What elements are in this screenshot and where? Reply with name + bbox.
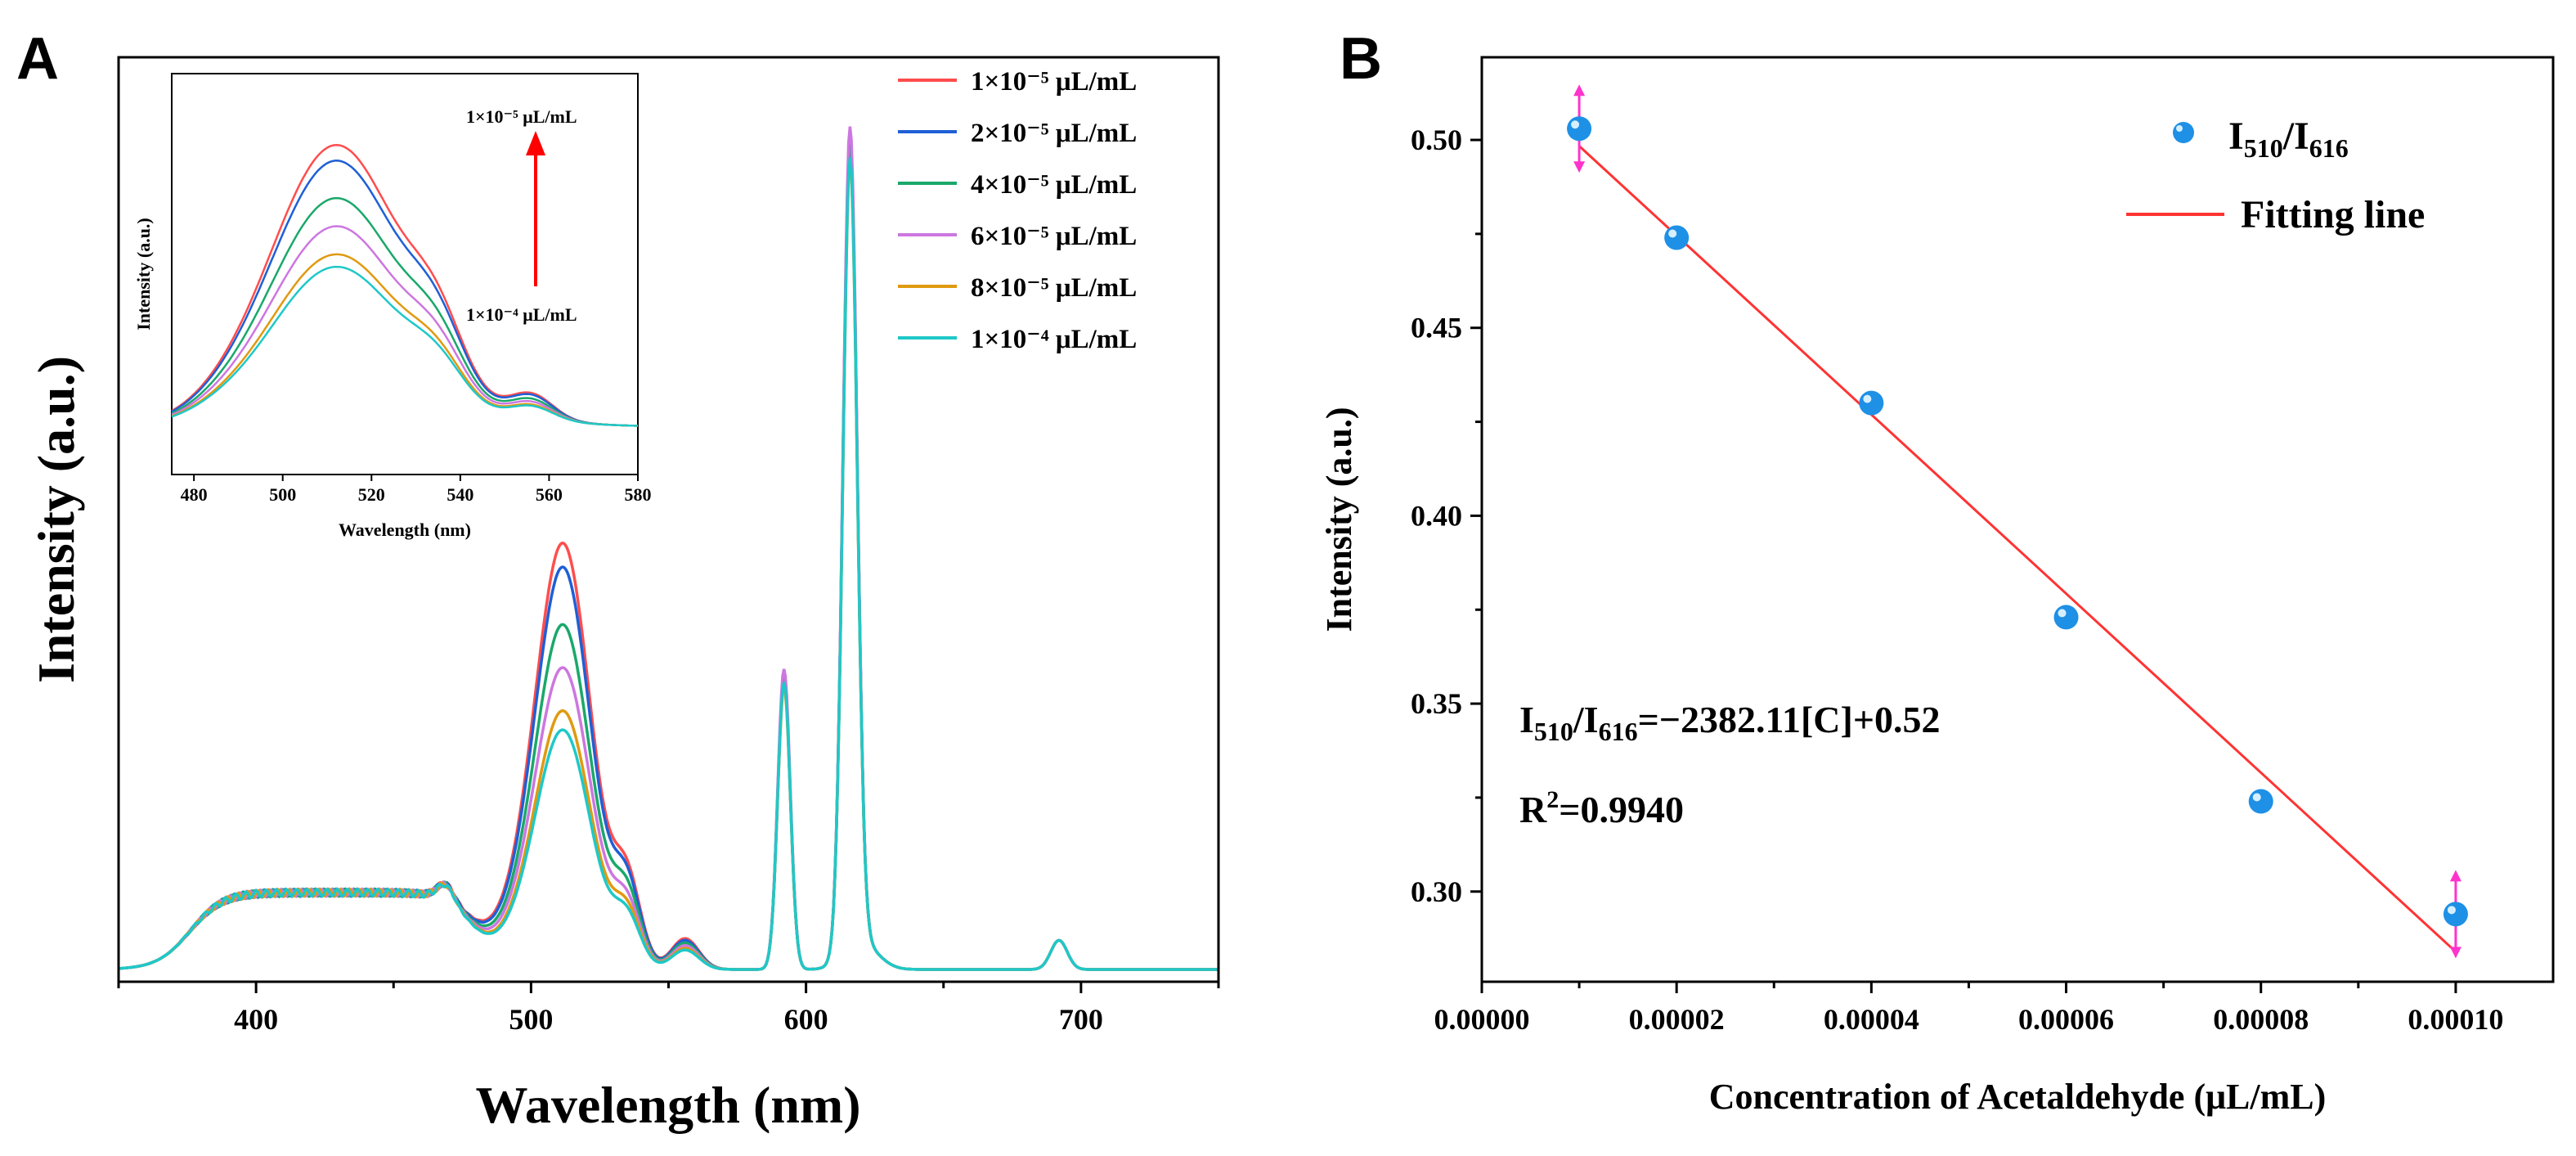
error-cap-top: [2449, 870, 2462, 882]
y-tick-label: 0.30: [1411, 875, 1462, 908]
error-cap-bottom: [2449, 947, 2462, 959]
x-tick-label: 0.00002: [1629, 1003, 1725, 1036]
error-cap-bottom: [1573, 161, 1586, 173]
panel-b-ticks: 0.00000 0.00002 0.00004 0.00006 0.00008 0.000…: [1411, 124, 2503, 1036]
x-tick-label: 700: [1059, 1003, 1103, 1036]
inset-spectrum-line: [171, 160, 639, 427]
legend-label: 8×10⁻⁵ μL/mL: [971, 273, 1137, 303]
inset-tick-label: 560: [536, 484, 563, 505]
y-tick-label: 0.50: [1411, 124, 1462, 156]
inset-spectrum-line: [171, 225, 639, 427]
error-cap-top: [1573, 84, 1586, 97]
inset-x-ticks: 480 500 520 540 560 580: [181, 475, 652, 505]
panel-a-legend: 1×10⁻⁵ μL/mL 2×10⁻⁵ μL/mL 4×10⁻⁵ μL/mL 6×10…: [898, 67, 1137, 354]
y-tick-label: 0.45: [1411, 312, 1462, 344]
panel-a-y-axis-title: Intensity (a.u.): [27, 356, 85, 683]
legend-label: 1×10⁻⁴ μL/mL: [971, 325, 1137, 354]
inset-tick-label: 480: [181, 484, 208, 505]
r-squared: R2=0.9940: [1519, 786, 1684, 830]
x-tick-label: 400: [234, 1003, 278, 1036]
x-tick-label: 0.00008: [2213, 1003, 2309, 1036]
legend-label: 6×10⁻⁵ μL/mL: [971, 222, 1137, 251]
panel-a-x-axis-title: Wavelength (nm): [475, 1076, 860, 1134]
inset-spectrum-line: [171, 265, 639, 427]
legend-points-label: I510/I616: [2228, 115, 2349, 163]
panel-b-y-axis-title: Intensity (a.u.): [1319, 407, 1359, 632]
x-tick-label: 0.00006: [2018, 1003, 2114, 1036]
inset-x-axis-title: Wavelength (nm): [339, 520, 471, 540]
x-tick-label: 500: [509, 1003, 553, 1036]
data-point: [1567, 116, 1592, 142]
data-point: [1859, 390, 1884, 416]
inset-arrow: [526, 131, 545, 286]
legend-line-label: Fitting line: [2241, 193, 2425, 236]
panel-a-chart: 400 500 600 700 Wavelength (nm) Intensity (…: [27, 56, 1220, 1134]
panel-b-legend: I510/I616 Fitting line: [2126, 115, 2425, 236]
inset-chart: 480 500 520 540 560 580 Wavelength (nm) Inten…: [133, 73, 652, 540]
inset-frame: [171, 73, 639, 475]
spectrum-lines: [118, 126, 1218, 971]
fitting-line: [1578, 145, 2457, 953]
data-point: [2248, 789, 2273, 814]
fit-line-path: [1578, 145, 2457, 953]
inset-arrow-bottom-label: 1×10⁻⁴ μL/mL: [466, 304, 577, 325]
panel-b-x-axis-title: Concentration of Acetaldehyde (μL/mL): [1709, 1077, 2327, 1117]
inset-tick-label: 500: [269, 484, 296, 505]
legend-point-marker: [2173, 122, 2194, 143]
data-points: [1567, 116, 2468, 927]
x-tick-label: 0.00010: [2408, 1003, 2503, 1036]
data-point: [2443, 902, 2468, 927]
fit-equation: I510/I616=−2382.11[C]+0.52: [1519, 699, 1941, 746]
legend-label: 2×10⁻⁵ μL/mL: [971, 119, 1137, 148]
panel-a-x-ticks: 400 500 600 700: [117, 982, 1220, 1036]
panel-a-label: A: [16, 26, 59, 92]
inset-arrow-top-label: 1×10⁻⁵ μL/mL: [466, 106, 577, 127]
panel-b-label: B: [1340, 26, 1382, 92]
data-point: [2053, 605, 2079, 630]
x-tick-label: 600: [784, 1003, 828, 1036]
x-tick-label: 0.00004: [1824, 1003, 1919, 1036]
legend-label: 1×10⁻⁵ μL/mL: [971, 67, 1137, 97]
inset-tick-label: 520: [358, 484, 385, 505]
inset-tick-label: 540: [447, 484, 473, 505]
spectrum-line: [118, 157, 1218, 971]
y-tick-label: 0.35: [1411, 687, 1462, 720]
inset-tick-label: 580: [625, 484, 652, 505]
y-tick-label: 0.40: [1411, 499, 1462, 532]
panel-b-frame: [1480, 56, 2555, 983]
inset-spectrum-lines: [171, 144, 639, 427]
panel-b-chart: 0.00000 0.00002 0.00004 0.00006 0.00008 0.000…: [1319, 56, 2555, 1117]
x-tick-label: 0.00000: [1434, 1003, 1530, 1036]
legend-label: 4×10⁻⁵ μL/mL: [971, 170, 1137, 200]
data-point: [1664, 225, 1690, 250]
inset-y-axis-title: Intensity (a.u.): [133, 218, 154, 331]
